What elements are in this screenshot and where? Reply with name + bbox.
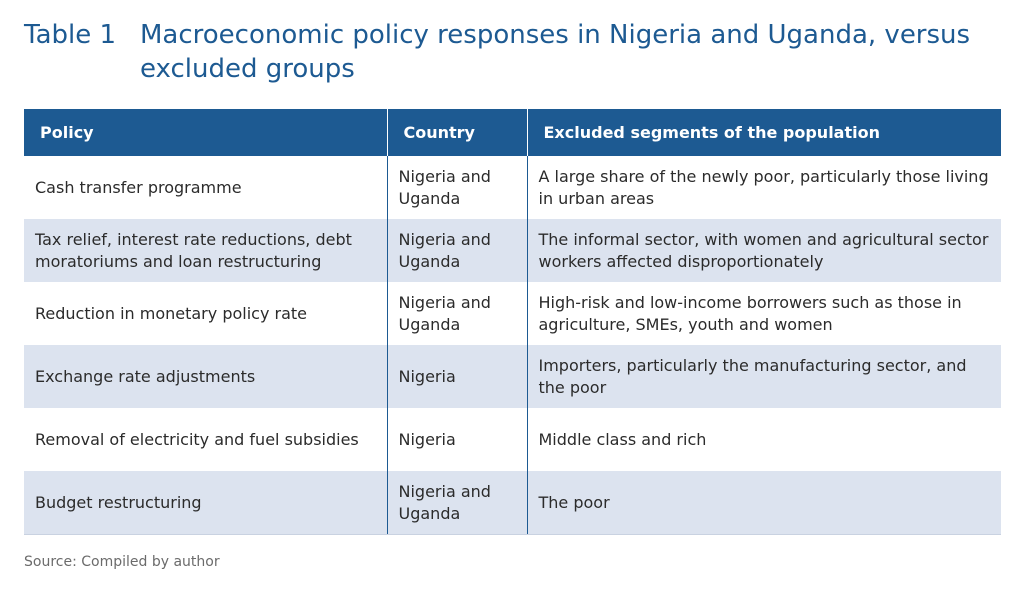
country-cell: Nigeria and Uganda	[386, 219, 527, 282]
policy-cell: Exchange rate adjustments	[24, 345, 387, 408]
table-row: Tax relief, interest rate reductions, de…	[24, 219, 1001, 282]
excluded-cell: Importers, particularly the manufacturin…	[526, 345, 1001, 408]
country-cell: Nigeria and Uganda	[386, 471, 527, 535]
excluded-cell: The poor	[526, 471, 1001, 535]
table-number: Table 1	[24, 20, 117, 50]
policy-cell: Cash transfer programme	[35, 177, 242, 197]
excluded-cell: High-risk and low-income borrowers such …	[526, 282, 1001, 345]
country-cell: Nigeria and Uganda	[386, 156, 527, 219]
excluded-cell: Middle class and rich	[526, 408, 1001, 471]
table-row: Cash transfer programme Nigeria and Ugan…	[24, 156, 1001, 219]
policy-table: Policy Country Excluded segments of the …	[24, 109, 1001, 535]
source-note: Source: Compiled by author	[24, 554, 220, 570]
table-title: Table 1 Macroeconomic policy responses i…	[24, 18, 1004, 86]
policy-cell: Budget restructuring	[24, 471, 387, 535]
excluded-cell: A large share of the newly poor, particu…	[526, 156, 1001, 219]
table-row: Exchange rate adjustments Nigeria Import…	[24, 345, 1001, 408]
policy-cell: Tax relief, interest rate reductions, de…	[24, 219, 387, 282]
table-row: Reduction in monetary policy rate Nigeri…	[24, 282, 1001, 345]
table-caption: Macroeconomic policy responses in Nigeri…	[140, 20, 971, 84]
policy-cell: Reduction in monetary policy rate	[35, 303, 307, 323]
header-row: Policy Country Excluded segments of the …	[24, 109, 1001, 156]
country-cell: Nigeria	[386, 408, 527, 471]
table-row: Removal of electricity and fuel subsidie…	[24, 408, 1001, 471]
header-excluded-segments: Excluded segments of the population	[526, 109, 1001, 156]
header-country: Country	[386, 109, 527, 156]
header-policy: Policy	[24, 109, 387, 156]
country-cell: Nigeria and Uganda	[386, 282, 527, 345]
excluded-cell: The informal sector, with women and agri…	[526, 219, 1001, 282]
policy-cell: Removal of electricity and fuel subsidie…	[35, 429, 359, 449]
table-row: Budget restructuring Nigeria and Uganda …	[24, 471, 1001, 535]
country-cell: Nigeria	[386, 345, 527, 408]
